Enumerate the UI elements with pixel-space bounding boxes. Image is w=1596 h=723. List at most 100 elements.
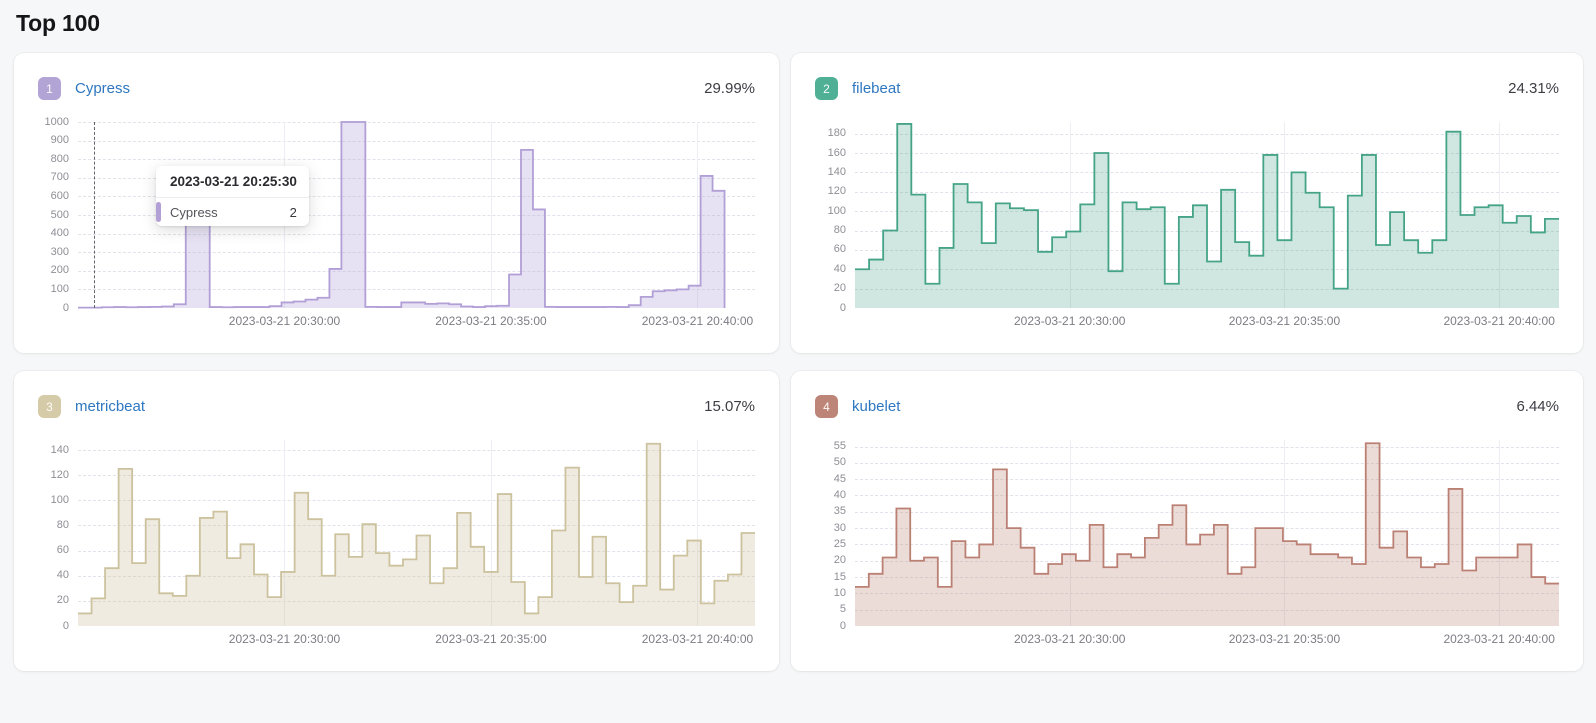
gridline-horizontal — [855, 593, 1559, 595]
series-link-kubelet[interactable]: kubelet — [852, 398, 901, 415]
crosshair-line — [94, 122, 96, 308]
chart-tooltip: 2023-03-21 20:25:30 Cypress 2 — [156, 166, 309, 226]
gridline-horizontal — [855, 577, 1559, 579]
gridline-horizontal — [855, 544, 1559, 546]
tooltip-series-marker — [156, 202, 161, 222]
y-tick-label: 40 — [56, 569, 69, 582]
y-tick-label: 50 — [833, 456, 846, 469]
gridline-horizontal — [78, 575, 755, 577]
rank-badge: 4 — [815, 395, 838, 418]
gridline-horizontal — [78, 140, 755, 142]
y-tick-label: 180 — [827, 127, 846, 140]
gridline-horizontal — [78, 159, 755, 161]
y-tick-label: 60 — [833, 243, 846, 256]
gridline-horizontal — [855, 479, 1559, 481]
tooltip-series-value: 2 — [289, 204, 297, 220]
y-axis: 0 20 40 60 80 100 120 140 — [38, 440, 78, 632]
gridline-horizontal — [78, 270, 755, 272]
y-tick-label: 100 — [827, 204, 846, 217]
y-tick-label: 10 — [833, 586, 846, 599]
gridline-horizontal — [78, 215, 755, 216]
gridline-horizontal — [855, 133, 1559, 135]
gridline-horizontal — [855, 288, 1559, 290]
y-tick-label: 0 — [839, 619, 846, 632]
y-axis: 0 5 10 15 20 25 30 35 40 45 50 55 — [815, 440, 855, 631]
x-tick-label: 2023-03-21 20:40:00 — [641, 632, 754, 646]
gridline-vertical — [1499, 440, 1501, 626]
y-tick-label: 200 — [50, 264, 69, 277]
x-tick-label: 2023-03-21 20:30:00 — [1014, 632, 1126, 646]
series-link-filebeat[interactable]: filebeat — [852, 80, 901, 97]
plot-area[interactable] — [855, 440, 1559, 626]
area-line — [855, 124, 1559, 289]
tooltip-series-name: Cypress — [170, 204, 218, 220]
x-axis: 2023-03-21 20:30:00 2023-03-21 20:35:00 … — [855, 626, 1559, 648]
step-area-chart — [855, 122, 1559, 308]
y-tick-label: 80 — [833, 224, 846, 236]
x-tick-label: 2023-03-21 20:30:00 — [1014, 314, 1126, 328]
gridline-horizontal — [855, 560, 1559, 562]
step-area-chart — [78, 440, 755, 626]
gridline-horizontal — [78, 252, 755, 254]
gridline-horizontal — [855, 495, 1559, 497]
y-tick-label: 140 — [827, 165, 846, 178]
step-area-chart — [855, 440, 1559, 626]
y-tick-label: 40 — [833, 262, 846, 275]
gridline-horizontal — [855, 172, 1559, 174]
y-tick-label: 20 — [833, 554, 846, 567]
x-axis: 2023-03-21 20:30:00 2023-03-21 20:35:00 … — [78, 626, 755, 648]
gridline-vertical — [1284, 440, 1286, 626]
y-tick-label: 0 — [839, 301, 846, 314]
y-tick-label: 0 — [62, 619, 69, 632]
y-tick-label: 30 — [833, 521, 846, 534]
gridline-horizontal — [78, 196, 755, 198]
gridline-horizontal — [78, 475, 755, 477]
rank-badge: 1 — [38, 77, 61, 100]
y-tick-label: 120 — [827, 185, 846, 198]
series-link-metricbeat[interactable]: metricbeat — [75, 398, 146, 415]
y-tick-label: 80 — [56, 518, 69, 531]
chart-region: 0 100 200 300 400 500 600 700 800 900 1000 2023-03… — [38, 116, 755, 314]
chart-card-metricbeat: 3 metricbeat 15.07% 0 20 40 60 80 100 120 140 2… — [14, 371, 779, 671]
y-tick-label: 300 — [50, 245, 69, 258]
y-tick-label: 45 — [833, 472, 846, 485]
gridline-horizontal — [78, 177, 755, 179]
y-tick-label: 15 — [833, 570, 846, 583]
chart-card-kubelet: 4 kubelet 6.44% 0 5 10 15 20 25 30 35 40 45 50 55 2… — [791, 371, 1583, 671]
y-tick-label: 40 — [833, 488, 846, 501]
area-line — [855, 443, 1559, 587]
area-fill — [78, 443, 755, 626]
x-tick-label: 2023-03-21 20:40:00 — [1443, 632, 1555, 646]
plot-area[interactable] — [78, 440, 755, 626]
y-tick-label: 60 — [56, 544, 69, 557]
x-tick-label: 2023-03-21 20:35:00 — [435, 314, 547, 328]
gridline-horizontal — [78, 525, 755, 527]
card-header: 1 Cypress 29.99% — [38, 77, 755, 100]
chart-region: 0 20 40 60 80 100 120 140 — [38, 440, 755, 632]
rank-badge: 2 — [815, 77, 838, 100]
x-axis: 2023-03-21 20:30:00 2023-03-21 20:35:00 … — [855, 308, 1559, 330]
chart-region: 0 5 10 15 20 25 30 35 40 45 50 55 — [815, 440, 1559, 632]
rank-badge: 3 — [38, 395, 61, 418]
y-tick-label: 400 — [50, 227, 69, 240]
area-line — [78, 444, 755, 614]
y-tick-label: 0 — [62, 301, 69, 314]
cards-grid: 1 Cypress 29.99% 0 100 200 300 400 500 600 700 8… — [14, 53, 1583, 671]
y-tick-label: 35 — [833, 505, 846, 518]
x-axis: 2023-03-21 20:30:00 2023-03-21 20:35:00 … — [78, 308, 755, 330]
gridline-horizontal — [78, 450, 755, 452]
gridline-horizontal — [855, 462, 1559, 464]
x-tick-label: 2023-03-21 20:30:00 — [228, 632, 341, 646]
x-tick-label: 2023-03-21 20:35:00 — [435, 632, 547, 646]
x-tick-label: 2023-03-21 20:40:00 — [1443, 314, 1555, 328]
plot-area[interactable]: 2023-03-21 20:25:30 Cypress 2 — [78, 122, 755, 308]
y-tick-label: 1000 — [44, 115, 69, 128]
percentage-value: 6.44% — [1516, 398, 1559, 415]
x-tick-label: 2023-03-21 20:35:00 — [1228, 314, 1341, 328]
y-tick-label: 600 — [50, 189, 69, 202]
plot-area[interactable] — [855, 122, 1559, 308]
gridline-vertical — [1069, 440, 1071, 626]
x-tick-label: 2023-03-21 20:40:00 — [641, 314, 754, 328]
gridline-vertical — [697, 440, 699, 626]
series-link-cypress[interactable]: Cypress — [75, 80, 131, 97]
